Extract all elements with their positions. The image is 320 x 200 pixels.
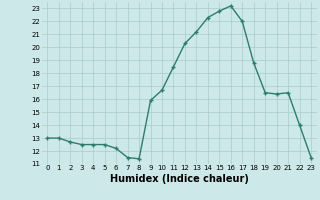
X-axis label: Humidex (Indice chaleur): Humidex (Indice chaleur) <box>110 174 249 184</box>
